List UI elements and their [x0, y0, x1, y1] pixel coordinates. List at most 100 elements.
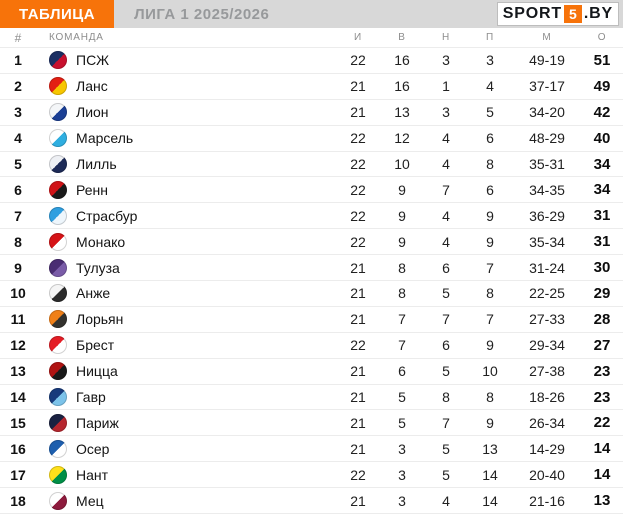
table-row[interactable]: 17 Нант 22 3 5 14 20-40 14	[0, 462, 623, 489]
games-played: 22	[350, 181, 366, 198]
games-won: 16	[394, 78, 410, 95]
table-body: 1 ПСЖ 22 16 3 3 49-19 51 2 Ланс 21 16 1 …	[0, 48, 623, 514]
games-won: 9	[398, 181, 406, 198]
goals-for-against: 21-16	[529, 492, 565, 509]
psg-logo	[49, 51, 67, 70]
table-row[interactable]: 11 Лорьян 21 7 7 7 27-33 28	[0, 306, 623, 333]
points: 27	[593, 336, 611, 354]
goals-for-against: 37-17	[529, 78, 565, 95]
points: 23	[593, 362, 611, 380]
games-played: 21	[350, 285, 366, 302]
table-row[interactable]: 9 Тулуза 21 8 6 7 31-24 30	[0, 255, 623, 282]
goals-for-against: 31-24	[529, 259, 565, 276]
metz-logo	[49, 491, 67, 510]
games-drawn: 4	[442, 233, 450, 250]
games-drawn: 4	[442, 492, 450, 509]
team-name: Анже	[76, 285, 111, 302]
nice-logo	[49, 362, 67, 381]
goals-for-against: 34-35	[529, 181, 565, 198]
team-name: Осер	[76, 440, 110, 457]
table-row[interactable]: 4 Марсель 22 12 4 6 48-29 40	[0, 125, 623, 152]
games-played: 22	[350, 337, 366, 354]
team-cell: Страсбур	[36, 206, 336, 225]
table-row[interactable]: 1 ПСЖ 22 16 3 3 49-19 51	[0, 48, 623, 74]
games-lost: 6	[486, 130, 494, 147]
goals-for-against: 35-34	[529, 233, 565, 250]
games-played: 21	[350, 389, 366, 406]
team-cell: ПСЖ	[36, 51, 336, 70]
goals-for-against: 26-34	[529, 414, 565, 431]
games-drawn: 4	[442, 207, 450, 224]
table-row[interactable]: 14 Гавр 21 5 8 8 18-26 23	[0, 384, 623, 411]
games-won: 10	[394, 156, 410, 172]
games-lost: 9	[486, 414, 494, 431]
games-played: 22	[350, 207, 366, 224]
games-played: 21	[350, 363, 366, 380]
goals-for-against: 35-31	[529, 156, 565, 172]
table-row[interactable]: 6 Ренн 22 9 7 6 34-35 34	[0, 177, 623, 204]
team-cell: Монако	[36, 232, 336, 251]
games-played: 21	[350, 440, 366, 457]
table-badge: ТАБЛИЦА	[0, 0, 115, 28]
games-played: 22	[350, 233, 366, 250]
table-row[interactable]: 3 Лион 21 13 3 5 34-20 42	[0, 99, 623, 126]
games-lost: 3	[486, 52, 494, 69]
games-played: 21	[350, 492, 366, 509]
lyon-logo	[49, 103, 67, 122]
games-lost: 7	[486, 259, 494, 276]
points: 29	[593, 284, 611, 302]
team-cell: Лион	[36, 103, 336, 122]
auxerre-logo	[49, 439, 67, 458]
rank: 4	[14, 130, 22, 147]
rank: 13	[10, 363, 26, 380]
points: 34	[593, 181, 611, 199]
games-lost: 7	[486, 311, 494, 328]
points: 31	[593, 207, 611, 225]
games-lost: 6	[486, 181, 494, 198]
team-cell: Осер	[36, 439, 336, 458]
games-played: 21	[350, 311, 366, 328]
games-won: 6	[398, 363, 406, 380]
games-played: 21	[350, 104, 366, 121]
table-row[interactable]: 13 Ницца 21 6 5 10 27-38 23	[0, 358, 623, 385]
team-name: ПСЖ	[76, 52, 110, 69]
team-name: Лилль	[76, 156, 117, 172]
rank: 14	[10, 389, 26, 406]
points: 14	[593, 440, 611, 458]
lille-logo	[49, 155, 67, 173]
table-row[interactable]: 12 Брест 22 7 6 9 29-34 27	[0, 332, 623, 359]
team-name: Ренн	[76, 181, 108, 198]
table-row[interactable]: 10 Анже 21 8 5 8 22-25 29	[0, 281, 623, 307]
column-header-played: И	[354, 32, 362, 43]
team-name: Брест	[76, 337, 115, 354]
table-row[interactable]: 2 Ланс 21 16 1 4 37-17 49	[0, 73, 623, 100]
table-row[interactable]: 8 Монако 22 9 4 9 35-34 31	[0, 229, 623, 256]
team-cell: Ренн	[36, 180, 336, 199]
table-row[interactable]: 15 Париж 21 5 7 9 26-34 22	[0, 410, 623, 437]
table-row[interactable]: 16 Осер 21 3 5 13 14-29 14	[0, 436, 623, 463]
games-played: 21	[350, 78, 366, 95]
table-row[interactable]: 7 Страсбур 22 9 4 9 36-29 31	[0, 203, 623, 230]
team-name: Лион	[76, 104, 109, 121]
top-bar: ТАБЛИЦА ЛИГА 1 2025/2026 SPORT 5 .BY	[0, 0, 623, 28]
games-won: 5	[398, 389, 406, 406]
goals-for-against: 18-26	[529, 389, 565, 406]
games-lost: 10	[482, 363, 498, 380]
table-row[interactable]: 5 Лилль 22 10 4 8 35-31 34	[0, 151, 623, 178]
rank: 17	[10, 466, 26, 483]
team-cell: Анже	[36, 284, 336, 303]
team-name: Париж	[76, 414, 119, 431]
games-won: 8	[398, 285, 406, 302]
games-lost: 8	[486, 285, 494, 302]
column-header-team: КОМАНДА	[49, 32, 104, 43]
sport5by-logo[interactable]: SPORT 5 .BY	[496, 2, 619, 26]
points: 40	[593, 129, 611, 147]
team-cell: Париж	[36, 413, 336, 432]
table-row[interactable]: 18 Мец 21 3 4 14 21-16 13	[0, 488, 623, 514]
goals-for-against: 27-33	[529, 311, 565, 328]
games-played: 22	[350, 130, 366, 147]
rank: 6	[14, 181, 22, 198]
rank: 5	[14, 156, 22, 172]
rank: 10	[10, 285, 26, 302]
games-won: 12	[394, 130, 410, 147]
